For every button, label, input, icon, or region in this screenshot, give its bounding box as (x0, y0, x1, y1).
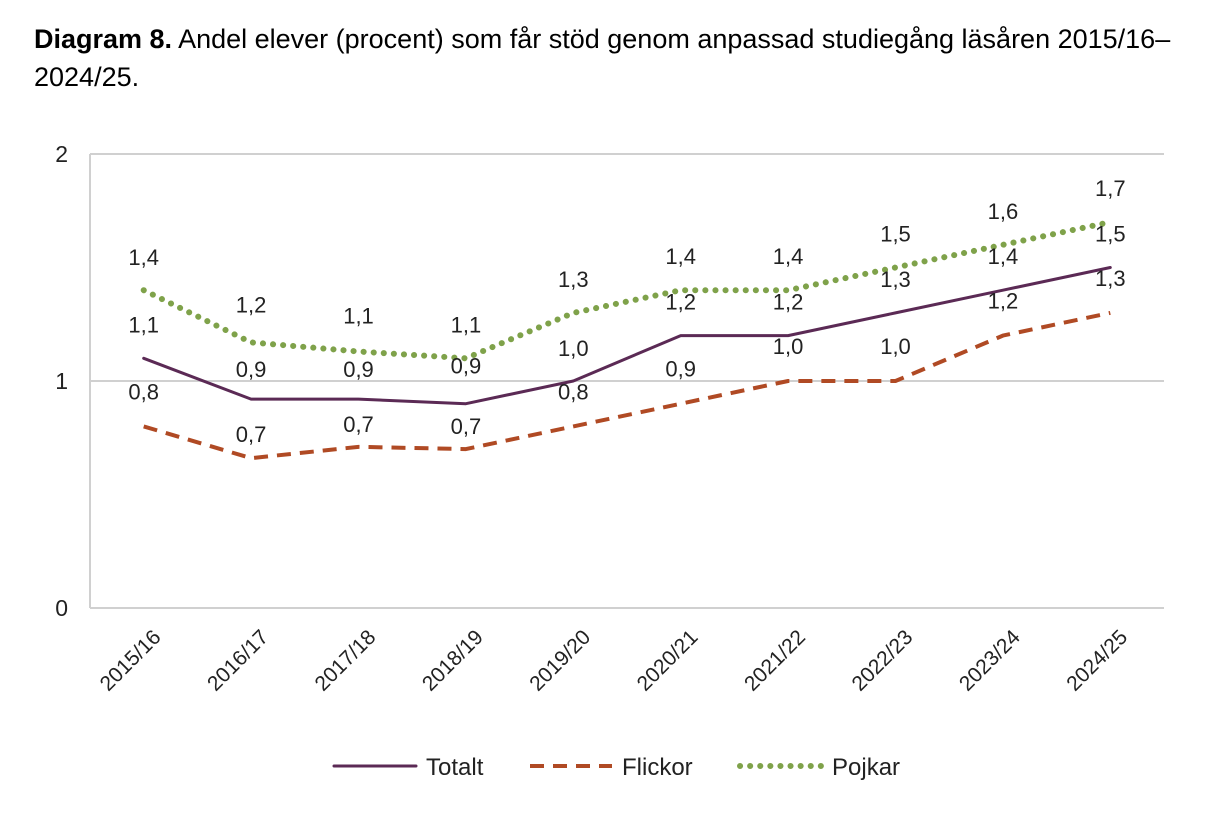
data-label-pojkar: 1,1 (451, 312, 482, 337)
data-label-pojkar: 1,4 (128, 245, 159, 270)
data-label-pojkar: 1,7 (1095, 176, 1126, 201)
x-tick-label: 2024/25 (1062, 626, 1132, 696)
legend-label-totalt: Totalt (426, 754, 484, 781)
chart-title-bold: Diagram 8. (34, 24, 173, 54)
data-label-pojkar: 1,5 (880, 222, 911, 247)
chart-title-text: Andel elever (procent) som får stöd geno… (34, 24, 1171, 92)
legend-label-flickor: Flickor (622, 754, 693, 781)
data-label-flickor: 0,7 (236, 422, 267, 447)
data-label-totalt: 0,9 (236, 357, 267, 382)
x-tick-label: 2023/24 (955, 625, 1025, 695)
data-label-totalt: 1,3 (880, 267, 911, 292)
data-label-flickor: 1,2 (988, 289, 1019, 314)
data-label-totalt: 1,1 (128, 312, 159, 337)
data-label-flickor: 0,7 (451, 414, 482, 439)
data-label-pojkar: 1,3 (558, 267, 589, 292)
series-lines (140, 219, 1114, 461)
chart-title: Diagram 8. Andel elever (procent) som få… (34, 20, 1184, 96)
data-label-flickor: 0,9 (665, 357, 696, 382)
series-line-flickor (143, 310, 1111, 461)
x-tick-label: 2020/21 (633, 626, 703, 696)
data-label-flickor: 1,0 (880, 334, 911, 359)
legend-label-pojkar: Pojkar (832, 754, 900, 781)
data-label-flickor: 0,7 (343, 412, 374, 437)
data-label-flickor: 0,8 (128, 379, 159, 404)
y-tick-label: 1 (55, 368, 68, 394)
data-label-totalt: 0,9 (343, 357, 374, 382)
data-label-pojkar: 1,1 (343, 303, 374, 328)
x-tick-label: 2022/23 (847, 626, 917, 696)
gridlines (89, 153, 1164, 609)
x-tick-label: 2019/20 (525, 626, 595, 696)
data-label-flickor: 1,0 (773, 334, 804, 359)
data-label-pojkar: 1,4 (665, 244, 696, 269)
y-axis: 0 1 2 (55, 141, 68, 621)
data-label-totalt: 0,9 (451, 354, 482, 379)
series-line-pojkar (140, 219, 1114, 362)
data-label-totalt: 1,2 (773, 290, 804, 315)
data-label-totalt: 1,5 (1095, 222, 1126, 247)
data-label-flickor: 0,8 (558, 379, 589, 404)
x-tick-label: 2021/22 (740, 626, 810, 696)
data-label-totalt: 1,2 (665, 290, 696, 315)
data-label-totalt: 1,4 (988, 244, 1019, 269)
data-label-pojkar: 1,6 (988, 199, 1019, 224)
y-tick-label: 0 (55, 595, 68, 621)
data-label-totalt: 1,0 (558, 336, 589, 361)
x-tick-label: 2015/16 (96, 626, 166, 696)
data-label-pojkar: 1,4 (773, 244, 804, 269)
legend: Totalt Flickor Pojkar (332, 754, 900, 781)
data-labels: 1,1 0,9 0,9 0,9 1,0 1,2 1,2 1,3 1,4 1,5 0,8 0,7 0,7 0… (128, 176, 1125, 447)
y-tick-label: 2 (55, 141, 68, 167)
x-tick-label: 2018/19 (418, 626, 488, 696)
x-axis: 2015/16 2016/17 2017/18 2018/19 2019/20 2020/… (96, 625, 1133, 695)
x-tick-label: 2017/18 (310, 626, 380, 696)
series-line-totalt (142, 266, 1112, 406)
data-label-pojkar: 1,2 (236, 292, 267, 317)
data-label-flickor: 1,3 (1095, 266, 1126, 291)
x-tick-label: 2016/17 (203, 626, 273, 696)
